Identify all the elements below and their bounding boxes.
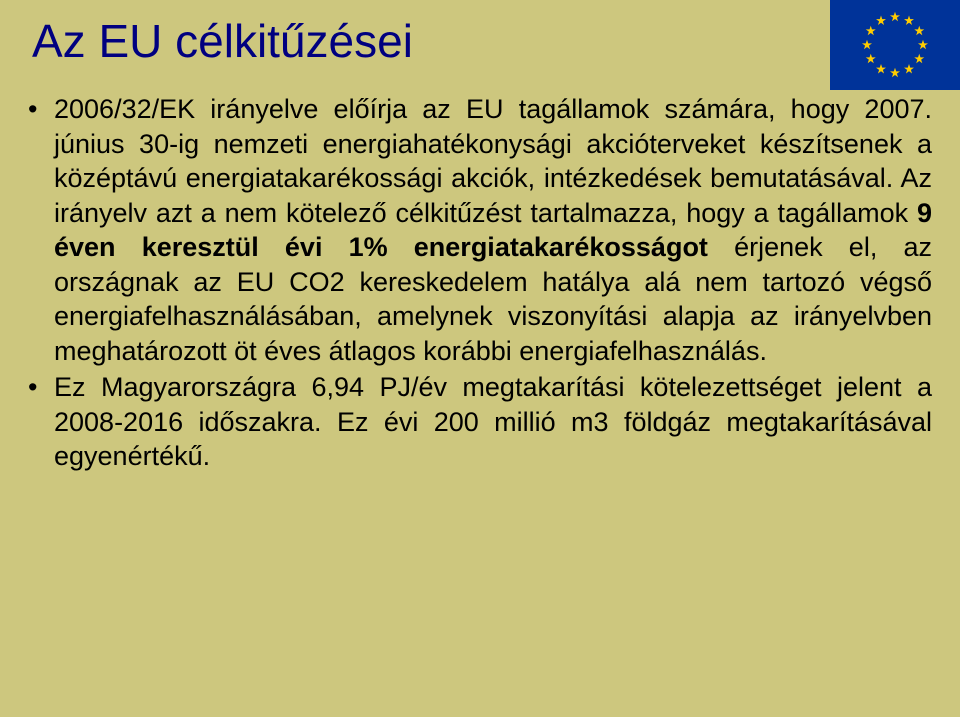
bullet-item: 2006/32/EK irányelve előírja az EU tagál… [22,92,932,368]
bullet-list: 2006/32/EK irányelve előírja az EU tagál… [22,92,932,474]
body-text-area: 2006/32/EK irányelve előírja az EU tagál… [22,92,932,476]
bullet-text: Ez Magyarországra 6,94 PJ/év megtakarítá… [54,372,932,471]
bullet-text: 2006/32/EK irányelve előírja az EU tagál… [54,94,932,228]
page-title: Az EU célkitűzései [32,14,413,68]
bullet-item: Ez Magyarországra 6,94 PJ/év megtakarítá… [22,370,932,474]
eu-flag-icon [830,0,960,90]
